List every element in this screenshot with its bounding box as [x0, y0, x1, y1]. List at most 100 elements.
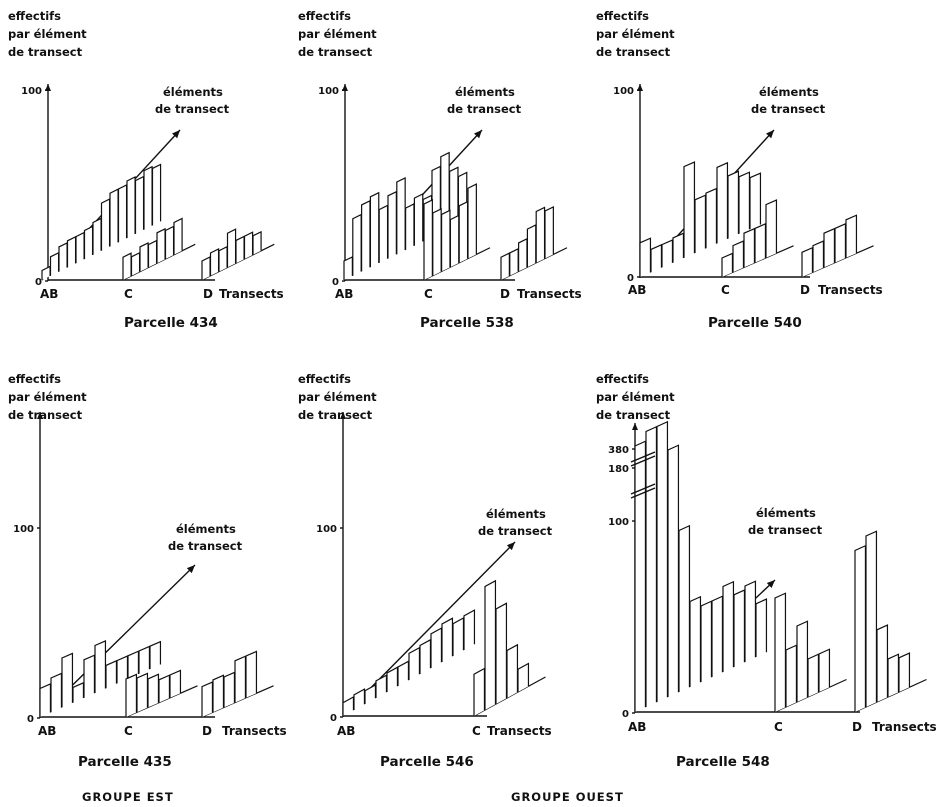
bar-ab-9 — [110, 189, 118, 246]
bar-d-7 — [253, 232, 261, 255]
x-category-label: AB — [337, 724, 355, 738]
bar-ab-10 — [139, 646, 149, 673]
y-axis-label-line: de transect — [298, 408, 373, 422]
x-category-label: C — [124, 724, 133, 738]
bar-ab-8 — [420, 640, 430, 674]
bar-d-6 — [545, 207, 553, 259]
bar-d-4 — [835, 224, 845, 263]
x-axis-label: Transects — [818, 283, 883, 297]
y-tick-label: 0 — [622, 709, 629, 720]
x-category-label: AB — [628, 283, 646, 297]
x-axis-label: Transects — [222, 724, 287, 738]
bar-c-2 — [433, 209, 441, 276]
y-axis-label-line: par élément — [596, 390, 675, 404]
y-tick-label: 180 — [608, 464, 629, 475]
bar-ab-2 — [651, 245, 661, 272]
bar-ab-4 — [68, 237, 76, 268]
y-axis-label-line: par élément — [298, 27, 377, 41]
x-category-label: D — [500, 287, 510, 301]
bar-ab-12 — [136, 177, 144, 234]
bar-ab-12 — [756, 599, 766, 657]
x-category-label: D — [852, 720, 862, 734]
bar-ab-9 — [728, 171, 738, 238]
bar-d-5 — [846, 215, 856, 258]
y-tick-label: 380 — [608, 445, 629, 456]
bar-ab-3 — [362, 201, 370, 272]
y-tick-label: 100 — [21, 86, 42, 97]
transect-elements-label: éléments — [176, 522, 236, 536]
bar-d-3 — [877, 625, 887, 702]
bar-ab-2 — [646, 427, 656, 707]
bar-ab-6 — [95, 641, 105, 693]
x-axis-label: Transects — [517, 287, 582, 301]
bar-ab-3 — [62, 653, 72, 707]
bar-d-2 — [866, 531, 876, 707]
transect-elements-label: éléments — [759, 85, 819, 99]
bar-d-4 — [235, 656, 245, 702]
bar-c-3 — [442, 210, 450, 271]
y-tick-label: 100 — [318, 86, 339, 97]
bar-ab-1 — [640, 238, 650, 277]
bar-ab-2 — [354, 689, 364, 710]
bar-d-3 — [519, 239, 527, 272]
y-tick-label: 0 — [27, 714, 34, 725]
y-axis-label-line: par élément — [8, 390, 87, 404]
bar-ab-11 — [127, 177, 135, 238]
bar-ab-4 — [376, 675, 386, 698]
y-axis-label-line: de transect — [8, 408, 83, 422]
bar-c-1 — [424, 200, 432, 280]
y-tick-label: 100 — [613, 86, 634, 97]
x-category-label: AB — [335, 287, 353, 301]
bar-ab-6 — [398, 661, 408, 686]
bar-ab-14 — [153, 164, 161, 225]
x-category-label: C — [721, 283, 730, 297]
y-tick-label: 100 — [608, 517, 629, 528]
bar-c-4 — [808, 654, 818, 697]
y-axis-label-line: effectifs — [596, 9, 649, 23]
bar-ab-7 — [409, 648, 419, 680]
bar-ab-1 — [343, 697, 353, 716]
bar-c-5 — [157, 229, 165, 263]
bar-c-2 — [137, 673, 147, 712]
x-axis-label: Transects — [872, 720, 937, 734]
bar-c-3 — [797, 621, 807, 702]
bar-ab-8 — [712, 596, 722, 677]
bar-c-5 — [459, 202, 467, 263]
x-category-label: C — [124, 287, 133, 301]
x-category-label: AB — [40, 287, 58, 301]
bar-ab-7 — [701, 601, 711, 682]
bar-c-4 — [507, 645, 517, 698]
bar-d-4 — [888, 654, 898, 697]
x-category-label: AB — [38, 724, 56, 738]
bar-ab-1 — [635, 441, 645, 712]
transect-elements-label: éléments — [756, 506, 816, 520]
bar-c-4 — [159, 675, 169, 702]
bar-d-2 — [510, 249, 518, 276]
bar-d-5 — [246, 651, 256, 697]
bar-c-5 — [819, 649, 829, 692]
group-label-ouest: GROUPE OUEST — [511, 790, 624, 804]
panel-title: Parcelle 546 — [380, 754, 474, 770]
panel-title: Parcelle 540 — [708, 315, 802, 331]
bar-ab-11 — [745, 581, 755, 662]
y-axis-label-line: de transect — [596, 45, 671, 59]
bar-c-3 — [744, 229, 754, 268]
y-axis-label-line: effectifs — [298, 9, 351, 23]
bar-c-1 — [474, 669, 484, 717]
bar-ab-3 — [365, 685, 375, 704]
bar-ab-10 — [119, 185, 127, 242]
bar-ab-10 — [739, 172, 749, 234]
bar-c-6 — [166, 227, 174, 259]
bar-d-1 — [501, 253, 509, 280]
bar-ab-1 — [344, 257, 352, 280]
bar-d-1 — [802, 248, 812, 277]
panel-6: effectifspar élémentde transect010018038… — [596, 372, 937, 770]
bar-d-6 — [245, 232, 253, 259]
bar-ab-8 — [102, 199, 110, 250]
bar-ab-6 — [695, 195, 705, 253]
x-category-label: D — [202, 724, 212, 738]
bar-d-2 — [211, 249, 219, 276]
transect-elements-label: éléments — [163, 85, 223, 99]
bar-ab-9 — [431, 628, 441, 668]
bar-d-3 — [824, 229, 834, 268]
